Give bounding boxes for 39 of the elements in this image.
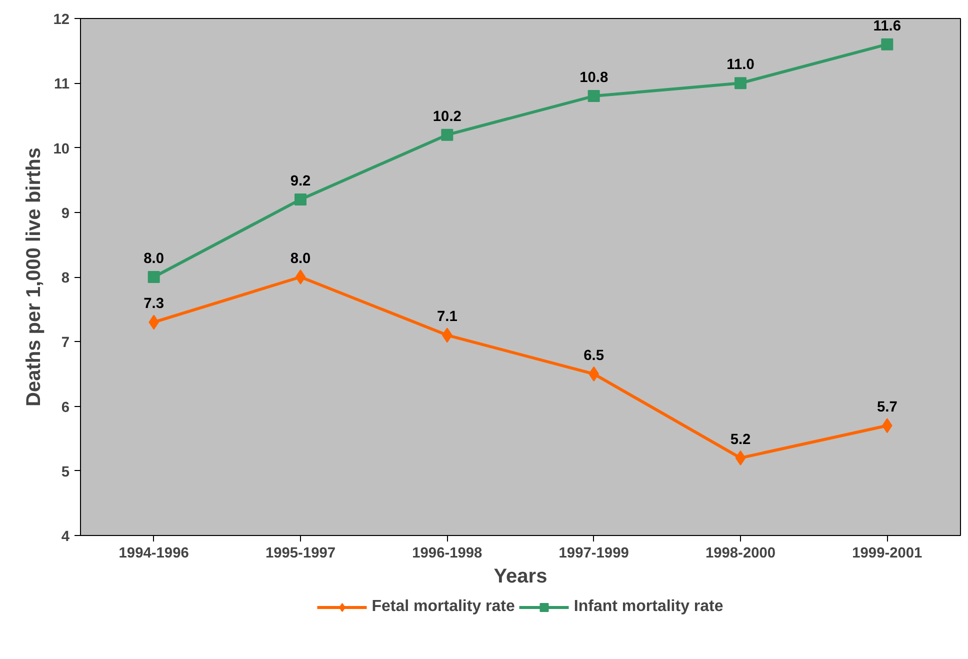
data-label: 7.3	[144, 296, 164, 312]
data-label: 5.2	[730, 432, 751, 448]
legend-label: Infant mortality rate	[574, 598, 724, 616]
point	[295, 270, 306, 284]
x-axis-title: Years	[494, 566, 548, 588]
point	[588, 90, 600, 102]
data-label: 9.2	[290, 173, 311, 190]
x-tick-label: 1994-1996	[118, 546, 189, 562]
y-tick-label: 4	[61, 529, 70, 545]
data-label: 10.2	[432, 108, 462, 125]
y-tick-label: 7	[61, 335, 70, 352]
point	[735, 450, 746, 466]
y-tick-label: 10	[53, 141, 70, 158]
y-tick-label: 8	[61, 270, 70, 286]
data-label: 10.8	[580, 70, 608, 86]
data-label: 6.5	[584, 348, 604, 364]
legend-label: Fetal mortality rate	[372, 598, 515, 616]
x-tick-label: 1999-2001	[852, 546, 922, 562]
data-label: 8.0	[290, 251, 311, 267]
point	[148, 271, 160, 283]
y-tick-label: 12	[53, 12, 70, 28]
y-tick-label: 9	[61, 206, 70, 222]
x-tick-label: 1996-1998	[412, 546, 482, 562]
point	[734, 77, 746, 90]
point	[294, 193, 306, 206]
y-tick-label: 5	[61, 464, 70, 480]
y-axis-title: Deaths per 1,000 live births	[23, 147, 46, 406]
data-label: 8.0	[144, 251, 164, 267]
x-tick-label: 1998-2000	[705, 546, 776, 562]
y-tick-label: 6	[61, 400, 70, 416]
point	[441, 128, 454, 141]
data-label: 11.6	[873, 18, 902, 34]
y-tick-label: 11	[54, 76, 70, 93]
x-tick-label: 1995-1997	[265, 546, 336, 562]
data-label: 11.0	[726, 57, 754, 74]
data-label: 5.7	[876, 400, 898, 416]
x-tick-label: 1997-1999	[558, 546, 629, 562]
data-label: 7.1	[436, 309, 458, 326]
point	[881, 38, 894, 50]
